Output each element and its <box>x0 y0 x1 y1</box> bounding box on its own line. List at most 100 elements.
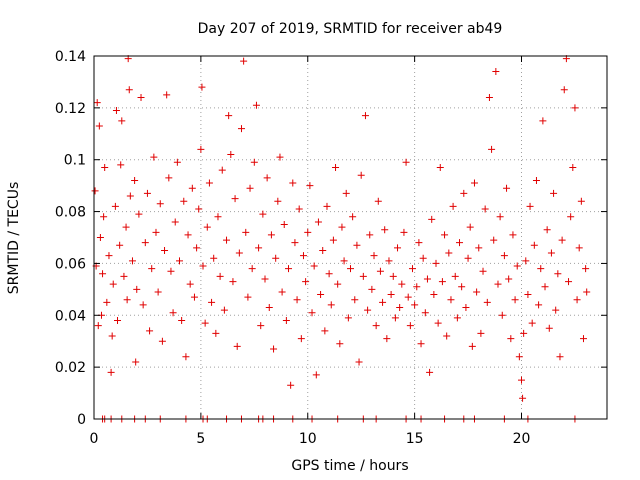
data-point <box>295 205 303 213</box>
data-point <box>539 117 547 125</box>
data-point <box>396 304 404 312</box>
data-point <box>387 291 395 299</box>
data-point <box>199 262 207 270</box>
data-point <box>218 166 226 174</box>
data-point <box>317 291 325 299</box>
data-point <box>165 174 173 182</box>
data-point <box>338 223 346 231</box>
data-point <box>583 288 591 296</box>
data-point <box>220 306 228 314</box>
data-point <box>197 145 205 153</box>
data-point <box>554 270 562 278</box>
data-point <box>244 293 252 301</box>
data-point <box>357 171 365 179</box>
data-point <box>494 280 502 288</box>
data-point <box>293 296 301 304</box>
data-point <box>261 275 269 283</box>
data-point <box>492 68 500 76</box>
y-tick-label: 0.06 <box>55 256 86 272</box>
data-point <box>436 163 444 171</box>
data-point <box>402 158 410 166</box>
data-point <box>479 267 487 275</box>
data-point <box>577 197 585 205</box>
x-axis-label: GPS time / hours <box>291 458 408 474</box>
data-point <box>195 205 203 213</box>
y-tick-label: 0.14 <box>55 49 86 65</box>
data-point <box>208 298 216 306</box>
data-point <box>231 195 239 203</box>
data-point <box>550 189 558 197</box>
data-point <box>398 280 406 288</box>
data-point <box>156 200 164 208</box>
data-point <box>462 304 470 312</box>
data-point <box>91 187 99 195</box>
data-point <box>415 239 423 247</box>
data-point <box>552 306 560 314</box>
data-point <box>411 301 419 309</box>
data-point <box>282 316 290 324</box>
data-point <box>453 314 461 322</box>
data-point <box>547 249 555 257</box>
data-point <box>500 252 508 260</box>
x-tick-label: 5 <box>196 431 205 447</box>
data-points <box>91 55 591 423</box>
data-point <box>370 252 378 260</box>
data-point <box>259 210 267 218</box>
chart-title: Day 207 of 2019, SRMTID for receiver ab4… <box>198 21 503 37</box>
data-point <box>323 202 331 210</box>
data-point <box>100 213 108 221</box>
data-point <box>483 298 491 306</box>
data-point <box>344 314 352 322</box>
data-point <box>466 223 474 231</box>
data-point <box>509 231 517 239</box>
data-point <box>490 236 498 244</box>
y-tick-label: 0.04 <box>55 308 86 324</box>
data-point <box>515 353 523 361</box>
data-point <box>558 236 566 244</box>
data-point <box>308 309 316 317</box>
data-point <box>404 293 412 301</box>
data-point <box>543 226 551 234</box>
data-point <box>520 329 528 337</box>
data-point <box>366 231 374 239</box>
data-point <box>223 236 231 244</box>
data-point <box>464 254 472 262</box>
data-point <box>372 322 380 330</box>
data-point <box>545 324 553 332</box>
data-point <box>216 272 224 280</box>
data-point <box>423 275 431 283</box>
data-point <box>432 259 440 267</box>
data-point <box>556 353 564 361</box>
x-tick-label: 15 <box>406 431 424 447</box>
data-point <box>139 301 147 309</box>
data-point <box>498 311 506 319</box>
data-point <box>125 86 133 94</box>
data-point <box>445 249 453 257</box>
data-point <box>528 319 536 327</box>
data-point <box>265 304 273 312</box>
data-point <box>270 345 278 353</box>
data-point <box>519 394 527 402</box>
data-point <box>573 296 581 304</box>
data-point <box>248 265 256 273</box>
data-point <box>240 57 248 65</box>
data-point <box>569 163 577 171</box>
data-point <box>385 257 393 265</box>
data-point <box>332 163 340 171</box>
data-point <box>123 296 131 304</box>
data-point <box>430 291 438 299</box>
data-point <box>460 189 468 197</box>
data-point <box>132 358 140 366</box>
data-point <box>173 158 181 166</box>
data-point <box>451 272 459 280</box>
data-point <box>389 272 397 280</box>
y-tick-label: 0.08 <box>55 205 86 221</box>
data-point <box>135 210 143 218</box>
data-point <box>496 213 504 221</box>
data-point <box>152 228 160 236</box>
data-point <box>359 272 367 280</box>
data-point <box>364 306 372 314</box>
data-point <box>477 329 485 337</box>
data-point <box>567 213 575 221</box>
data-point <box>141 239 149 247</box>
